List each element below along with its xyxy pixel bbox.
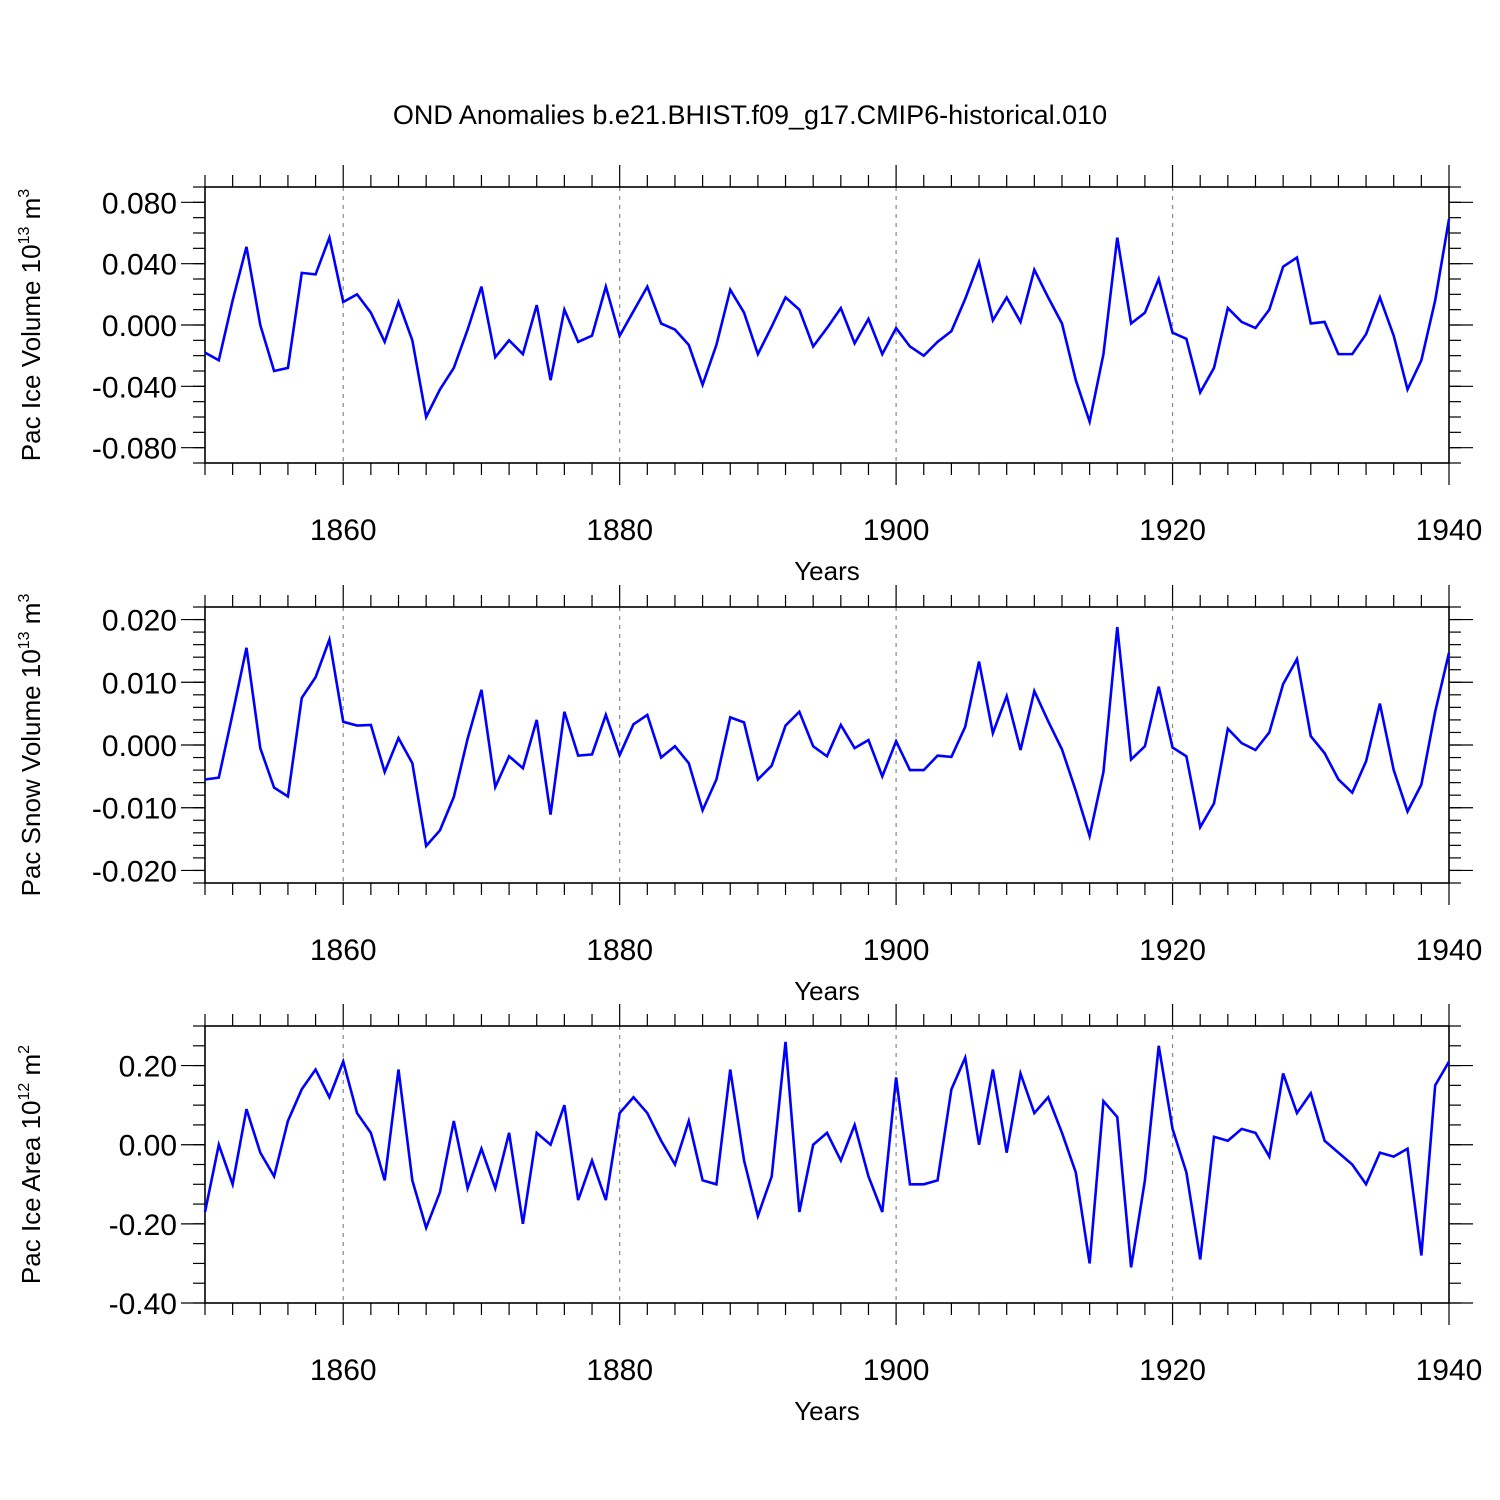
x-axis-label: Years: [794, 556, 860, 586]
x-tick-label: 1860: [310, 934, 377, 967]
series-line: [203, 1041, 1451, 1268]
y-tick-label: -0.20: [109, 1209, 177, 1242]
x-tick-label: 1860: [310, 1354, 377, 1387]
x-tick-label: 1860: [310, 514, 377, 547]
x-tick-label: 1940: [1416, 934, 1483, 967]
panel-3: -0.40 -0.20 0.00 0.20 1860 1880 1900 1920 1940 Ye…: [16, 1004, 1482, 1426]
y-tick-label: -0.010: [92, 793, 177, 826]
y-tick-label: -0.40: [109, 1288, 177, 1321]
x-tick-label: 1900: [863, 1354, 930, 1387]
x-tick-label: 1920: [1139, 514, 1206, 547]
panel-1: -0.080 -0.040 0.000 0.040 0.080 1860 1880 1900 1…: [16, 165, 1482, 586]
y-tick-label: 0.080: [102, 187, 177, 220]
plot-frame: [204, 606, 1450, 884]
y-tick-label: 0.20: [119, 1051, 177, 1084]
x-axis-label: Years: [794, 976, 860, 1006]
x-tick-label: 1940: [1416, 1354, 1483, 1387]
plot-frame: [204, 1025, 1450, 1304]
x-tick-label: 1900: [863, 934, 930, 967]
x-tick-label: 1900: [863, 514, 930, 547]
y-tick-label: 0.000: [102, 310, 177, 343]
y-tick-label: 0.00: [119, 1130, 177, 1163]
x-axis-label: Years: [794, 1396, 860, 1426]
y-axis-label: Pac Ice Area 1012 m2: [16, 1045, 46, 1284]
y-tick-label: -0.040: [92, 371, 177, 404]
y-tick-label: 0.010: [102, 667, 177, 700]
y-tick-label: -0.080: [92, 433, 177, 466]
panel-2: -0.020 -0.010 0.000 0.010 0.020 1860 1880 1900 1…: [16, 585, 1482, 1006]
x-tick-label: 1880: [586, 1354, 653, 1387]
figure-title: OND Anomalies b.e21.BHIST.f09_g17.CMIP6-…: [393, 100, 1107, 130]
series-line: [204, 626, 1451, 849]
y-axis-label: Pac Ice Volume 1013 m3: [16, 189, 46, 462]
y-tick-label: 0.000: [102, 730, 177, 763]
x-tick-label: 1940: [1416, 514, 1483, 547]
y-axis-label: Pac Snow Volume 1013 m3: [16, 594, 46, 897]
x-tick-label: 1920: [1139, 934, 1206, 967]
series-line: [204, 218, 1451, 427]
x-tick-label: 1920: [1139, 1354, 1206, 1387]
x-tick-label: 1880: [586, 934, 653, 967]
x-tick-label: 1880: [586, 514, 653, 547]
y-tick-label: -0.020: [92, 855, 177, 888]
y-tick-label: 0.040: [102, 249, 177, 282]
y-tick-label: 0.020: [102, 605, 177, 638]
